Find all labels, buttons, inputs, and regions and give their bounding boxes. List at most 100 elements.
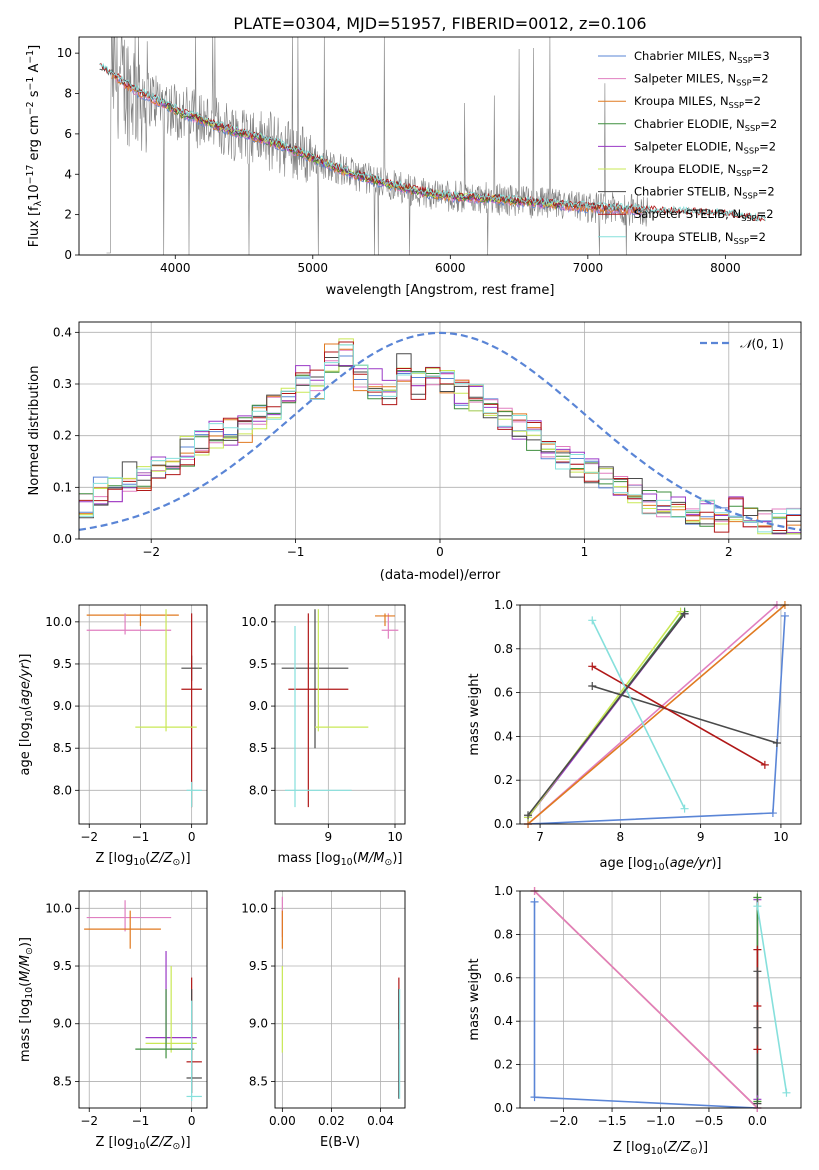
mass-vs-metallicity-chart: −2 −1 0 8.5 9.0 9.5 10.0 Z [log10(Z/Z⊙)] mass [l… (18, 890, 208, 1152)
plot-area (281, 609, 399, 808)
histogram-kroupa-stelib (79, 344, 801, 533)
y-tick-label: 9.0 (53, 1017, 72, 1031)
x-tick-label: −1 (132, 1114, 150, 1128)
y-tick-label: 10.0 (241, 615, 268, 629)
plus-marker (588, 682, 597, 691)
y-axis-label: age [log10(age/yr)] (18, 653, 35, 775)
y-tick-label: 8.0 (249, 783, 268, 797)
plus-marker (753, 893, 762, 902)
x-tick-label: 7 (536, 830, 544, 844)
x-tick-label: 0.04 (367, 1114, 394, 1128)
weight-line-salpeter-miles (527, 605, 778, 824)
weight-line-salpeter-stelib (591, 665, 766, 766)
y-axis-label: mass weight (467, 673, 482, 755)
y-tick-label: 10.0 (45, 615, 72, 629)
x-axis-label: wavelength [Angstrom, rest frame] (326, 283, 555, 298)
x-tick-label: 0.00 (269, 1114, 296, 1128)
plus-marker (530, 1093, 539, 1102)
x-tick-label: −0.5 (694, 1114, 723, 1128)
mass-vs-ebv-chart: 0.00 0.02 0.04 8.5 9.0 9.5 10.0 E(B-V) (241, 890, 406, 1150)
x-tick-label: 1 (581, 545, 589, 559)
age-vs-mass-chart: 9 10 8.0 8.5 9.0 9.5 10.0 mass [log10(M/M⊙)] (241, 604, 406, 868)
model-spectrum-kroupa-stelib (99, 63, 766, 222)
y-tick-label: 9.5 (249, 657, 268, 671)
y-tick-label: 8.5 (53, 1074, 72, 1088)
axes-frame (519, 604, 802, 825)
x-tick-label: −2 (80, 830, 98, 844)
axes-frame (519, 890, 802, 1109)
plus-marker (753, 945, 762, 954)
y-tick-label: 8.5 (53, 741, 72, 755)
y-tick-label: 0.0 (494, 1101, 513, 1115)
y-axis-label: mass weight (467, 958, 482, 1040)
x-tick-label: 6000 (435, 261, 466, 275)
y-tick-label: 0.6 (494, 686, 513, 700)
legend-entry: Chabrier STELIB, NSSP=2 (634, 185, 775, 201)
weight-vs-metallicity-chart: −2.0 −1.5 −1.0 −0.5 0.0 0.0 0.2 0.4 0.6 0.8 1.0 Z [… (467, 884, 802, 1157)
plot-area (79, 331, 801, 535)
plus-marker (772, 738, 781, 747)
x-tick-label: 0 (188, 1114, 196, 1128)
y-tick-label: 0.0 (53, 532, 72, 546)
y-tick-label: 10 (57, 46, 72, 60)
plot-area (84, 900, 202, 1102)
weight-line-chabrier-miles (533, 901, 758, 1108)
figure-title: PLATE=0304, MJD=51957, FIBERID=0012, z=0… (233, 14, 646, 33)
plus-marker (680, 609, 689, 618)
axes-frame (78, 321, 802, 540)
y-tick-label: 1.0 (494, 598, 513, 612)
plus-marker (524, 811, 533, 820)
plus-marker (753, 1002, 762, 1011)
x-axis-label: (data-model)/error (380, 568, 501, 583)
y-tick-label: 0.1 (53, 480, 72, 494)
weight-line-chabrier-stelib (527, 613, 686, 816)
x-tick-label: 7000 (573, 261, 604, 275)
x-tick-label: 0.0 (748, 1114, 767, 1128)
axes-frame (78, 890, 208, 1109)
weight-line-kroupa-stelib (756, 906, 788, 1093)
observed-spectrum-line (106, 37, 649, 255)
axes-frame (274, 890, 406, 1109)
legend-entry: Chabrier MILES, NSSP=3 (634, 49, 770, 65)
plus-marker (530, 897, 539, 906)
weight-line-chabrier-miles (527, 615, 786, 824)
x-axis-label: mass [log10(M/M⊙)] (278, 851, 403, 868)
y-tick-label: 9.5 (53, 959, 72, 973)
model-spectrum-salpeter-stelib (99, 62, 766, 222)
y-tick-label: 8.0 (53, 783, 72, 797)
legend-entry: Salpeter STELIB, NSSP=2 (634, 207, 774, 223)
legend-entry: 𝒩(0, 1) (740, 337, 784, 351)
x-tick-label: 9 (697, 830, 705, 844)
y-axis-label: Normed distribution (27, 366, 42, 496)
x-tick-label: −1 (287, 545, 305, 559)
age-vs-metallicity-chart: −2 −1 0 8.0 8.5 9.0 9.5 10.0 Z [log10(Z/Z⊙)] age … (18, 604, 208, 868)
model-spectrum-chabrier-miles (111, 75, 643, 217)
plus-marker (588, 616, 597, 625)
y-tick-label: 0.8 (494, 927, 513, 941)
y-tick-label: 0.3 (53, 377, 72, 391)
x-tick-label: 5000 (298, 261, 329, 275)
y-tick-label: 9.0 (249, 1017, 268, 1031)
legend-entry: Kroupa STELIB, NSSP=2 (634, 230, 766, 246)
plus-marker (753, 1045, 762, 1054)
y-tick-label: 9.0 (53, 699, 72, 713)
x-axis-label: Z [log10(Z/Z⊙)] (613, 1140, 708, 1157)
x-tick-label: 4000 (160, 261, 191, 275)
y-tick-label: 4 (64, 167, 72, 181)
plot-area (281, 896, 401, 1099)
legend-entry: Kroupa MILES, NSSP=2 (634, 94, 761, 110)
weight-line-kroupa-miles (527, 605, 786, 824)
x-tick-label: 0 (436, 545, 444, 559)
y-axis-label: mass [log10(M/M⊙)] (18, 937, 35, 1062)
plus-marker (780, 611, 789, 620)
x-tick-label: −2 (80, 1114, 98, 1128)
x-tick-label: 8000 (710, 261, 741, 275)
axes-frame (78, 604, 208, 825)
x-tick-label: 10 (773, 830, 788, 844)
legend: Chabrier MILES, NSSP=3 Salpeter MILES, NS… (598, 49, 777, 246)
y-tick-label: 9.5 (53, 657, 72, 671)
normal-distribution-curve (79, 331, 801, 531)
y-tick-label: 0.2 (494, 1058, 513, 1072)
plus-marker (760, 760, 769, 769)
